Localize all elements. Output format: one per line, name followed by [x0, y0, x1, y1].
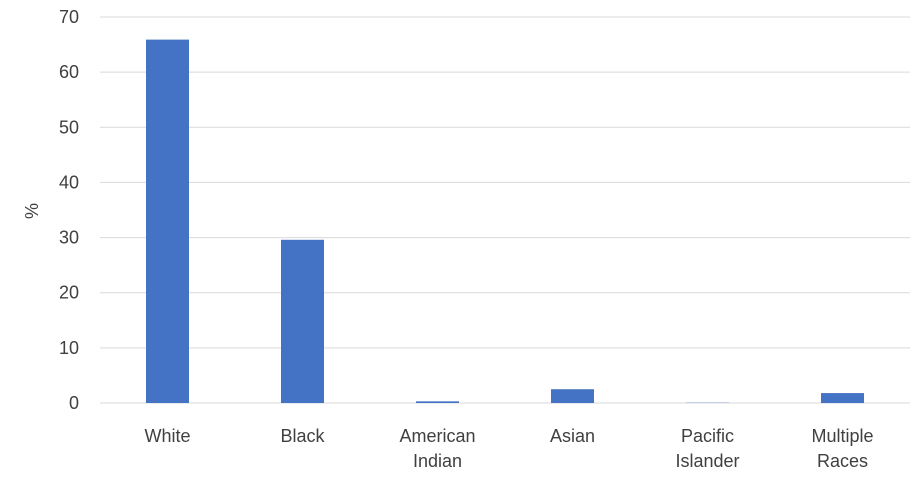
- y-tick-label: 10: [59, 338, 79, 358]
- bar: [821, 393, 864, 403]
- x-tick-label-line: Indian: [413, 451, 462, 471]
- x-tick-label-line: White: [144, 426, 190, 446]
- x-axis-ticks: White Black American Indian Asian Pacific Isla…: [144, 426, 873, 471]
- x-tick-label-line: Black: [280, 426, 325, 446]
- x-tick-label-line: Asian: [550, 426, 595, 446]
- y-axis-label: %: [22, 203, 42, 219]
- y-tick-label: 40: [59, 172, 79, 192]
- x-tick-label: White: [144, 426, 190, 446]
- y-tick-label: 60: [59, 62, 79, 82]
- y-axis-ticks: 0 10 20 30 40 50 60 70: [59, 7, 79, 413]
- x-tick-label: Multiple Races: [811, 426, 873, 471]
- x-tick-label-line: American: [399, 426, 475, 446]
- x-tick-label-line: Races: [817, 451, 868, 471]
- x-tick-label: Black: [280, 426, 325, 446]
- bar: [416, 401, 459, 403]
- bar: [281, 240, 324, 403]
- bars: [146, 40, 864, 403]
- x-tick-label: Pacific Islander: [675, 426, 739, 471]
- x-tick-label: American Indian: [399, 426, 475, 471]
- x-tick-label-line: Multiple: [811, 426, 873, 446]
- bar: [146, 40, 189, 403]
- x-tick-label-line: Pacific: [681, 426, 734, 446]
- y-tick-label: 20: [59, 283, 79, 303]
- x-tick-label: Asian: [550, 426, 595, 446]
- y-tick-label: 70: [59, 7, 79, 27]
- y-tick-label: 30: [59, 228, 79, 248]
- y-tick-label: 50: [59, 117, 79, 137]
- gridlines: [100, 17, 910, 403]
- bar: [551, 389, 594, 403]
- x-tick-label-line: Islander: [675, 451, 739, 471]
- y-tick-label: 0: [69, 393, 79, 413]
